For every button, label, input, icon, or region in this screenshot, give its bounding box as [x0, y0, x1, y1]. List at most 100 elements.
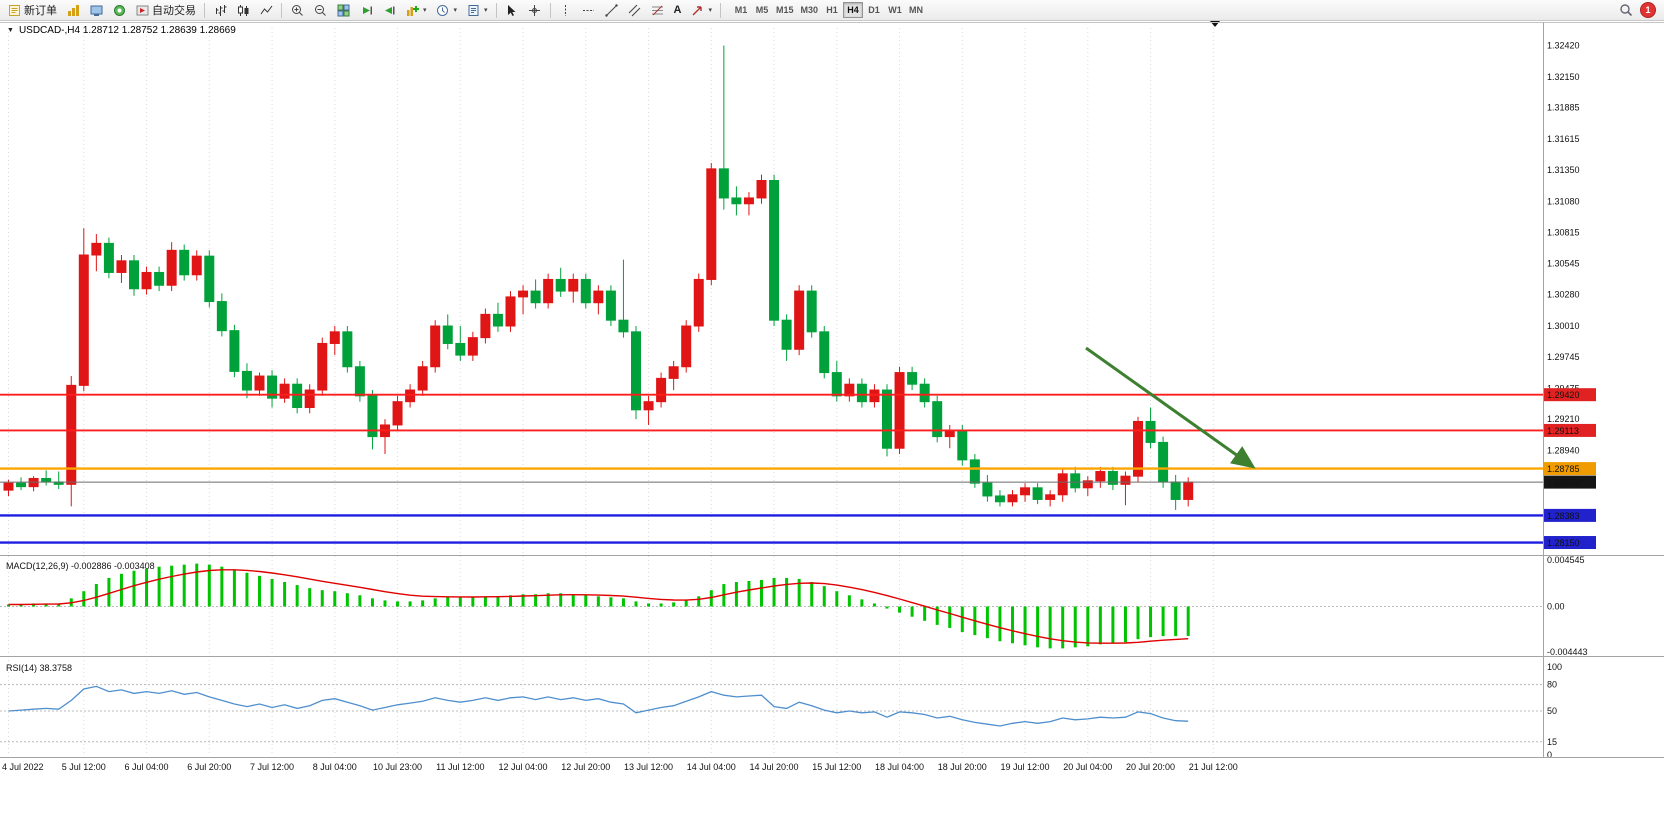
candle: [568, 278, 579, 292]
timeframe-MN[interactable]: MN: [906, 2, 926, 18]
zoom-out-button[interactable]: [309, 1, 331, 19]
timeframe-H4[interactable]: H4: [843, 2, 864, 18]
time-axis-label: 8 Jul 04:00: [313, 762, 357, 772]
time-axis-label: 6 Jul 04:00: [125, 762, 169, 772]
candle: [806, 290, 817, 333]
candle: [78, 254, 89, 386]
time-axis-label: 7 Jul 12:00: [250, 762, 294, 772]
candle: [505, 296, 516, 327]
candle: [1170, 481, 1181, 500]
candle: [706, 168, 717, 280]
autotrading-button[interactable]: 自动交易: [131, 1, 200, 19]
bar-chart-button[interactable]: [209, 1, 231, 19]
chart-collapse-icon[interactable]: ▼: [7, 27, 14, 34]
time-axis-label: 18 Jul 04:00: [875, 762, 924, 772]
toolbar-separator: [281, 2, 282, 18]
trend-arrow[interactable]: [1085, 346, 1256, 469]
new-order-button[interactable]: 新订单: [3, 1, 61, 19]
chart-title: USDCAD-,H4 1.28712 1.28752 1.28639 1.286…: [18, 25, 236, 36]
time-axis-label: 19 Jul 12:00: [1001, 762, 1050, 772]
candle: [530, 290, 541, 304]
arrows-button[interactable]: ▾: [687, 1, 717, 19]
cursor-icon: [505, 3, 519, 17]
candle: [116, 260, 127, 273]
candle: [480, 313, 491, 339]
price-axis-label: 1.32420: [1547, 40, 1580, 50]
timeframe-W1[interactable]: W1: [885, 2, 905, 18]
candle: [743, 197, 754, 205]
time-axis-label: 13 Jul 12:00: [624, 762, 673, 772]
cursor-button[interactable]: [501, 1, 523, 19]
toolbar-separator: [549, 2, 551, 18]
candle: [442, 325, 453, 344]
periods-button[interactable]: ▾: [432, 1, 462, 19]
candle: [794, 290, 805, 350]
time-axis-label: 20 Jul 04:00: [1063, 762, 1112, 772]
timeframe-D1[interactable]: D1: [864, 2, 884, 18]
candle: [1120, 475, 1131, 485]
templates-button[interactable]: ▾: [462, 1, 492, 19]
channel-button[interactable]: [624, 1, 646, 19]
timeframe-M5[interactable]: M5: [752, 2, 772, 18]
candle: [831, 372, 842, 397]
price-badge-label: 1.28785: [1547, 464, 1580, 474]
bar-chart-window-icon: [66, 3, 80, 17]
candle: [769, 179, 780, 321]
price-badge: [1544, 462, 1596, 476]
candlestick-chart-button[interactable]: [232, 1, 254, 19]
timeframe-M1[interactable]: M1: [731, 2, 751, 18]
candle: [1032, 487, 1043, 500]
indicators-caret-icon: ▾: [423, 7, 427, 14]
notification-badge[interactable]: 1: [1640, 2, 1656, 18]
crosshair-button[interactable]: [524, 1, 546, 19]
market-watch-button[interactable]: [85, 1, 107, 19]
vertical-line-button[interactable]: [555, 1, 577, 19]
time-axis-label: 5 Jul 12:00: [62, 762, 106, 772]
candle: [580, 278, 591, 304]
timeframe-M15[interactable]: M15: [773, 2, 797, 18]
rsi-panel-layer: RSI(14) 38.3758: [0, 663, 1543, 743]
candle: [593, 290, 604, 304]
main-chart-layer[interactable]: [0, 21, 1543, 544]
candle: [856, 383, 867, 403]
tile-windows-icon: [336, 3, 350, 17]
arrow-shape-icon: [691, 3, 705, 17]
macd-axis-label: -0.004443: [1547, 647, 1588, 657]
candle: [693, 278, 704, 327]
candle: [844, 383, 855, 397]
toolbar: 新订单 自动交易: [0, 0, 1664, 21]
price-badge-label: 1.28669: [1547, 478, 1580, 488]
toolbar-separator: [720, 2, 722, 18]
tile-windows-button[interactable]: [332, 1, 354, 19]
auto-scroll-button[interactable]: [355, 1, 377, 19]
trendline-button[interactable]: [601, 1, 623, 19]
horizontal-line-button[interactable]: [578, 1, 600, 19]
price-axis-label: 1.29745: [1547, 352, 1580, 362]
price-badge-label: 1.28383: [1547, 511, 1580, 521]
price-axis-label: 1.30280: [1547, 290, 1580, 300]
timeframe-M30[interactable]: M30: [798, 2, 822, 18]
candle: [103, 242, 114, 273]
candle: [681, 325, 692, 368]
fibonacci-button[interactable]: [647, 1, 669, 19]
chart-shift-marker[interactable]: [1210, 21, 1220, 27]
zoom-in-icon: [290, 3, 304, 17]
line-chart-button[interactable]: [255, 1, 277, 19]
candle: [367, 395, 378, 438]
timeframe-H1[interactable]: H1: [822, 2, 842, 18]
text-button[interactable]: A: [670, 1, 686, 19]
candle: [342, 331, 353, 368]
chart-window-button[interactable]: [62, 1, 84, 19]
search-icon[interactable]: [1619, 3, 1633, 17]
candle: [16, 482, 27, 488]
price-axis-label: 1.30815: [1547, 227, 1580, 237]
candle: [882, 389, 892, 449]
candle: [781, 319, 792, 350]
zoom-in-button[interactable]: [286, 1, 308, 19]
chart-shift-button[interactable]: [378, 1, 400, 19]
price-axis-label: 1.28940: [1547, 446, 1580, 456]
navigator-button[interactable]: [108, 1, 130, 19]
candle: [618, 319, 629, 333]
indicators-button[interactable]: ▾: [401, 1, 431, 19]
